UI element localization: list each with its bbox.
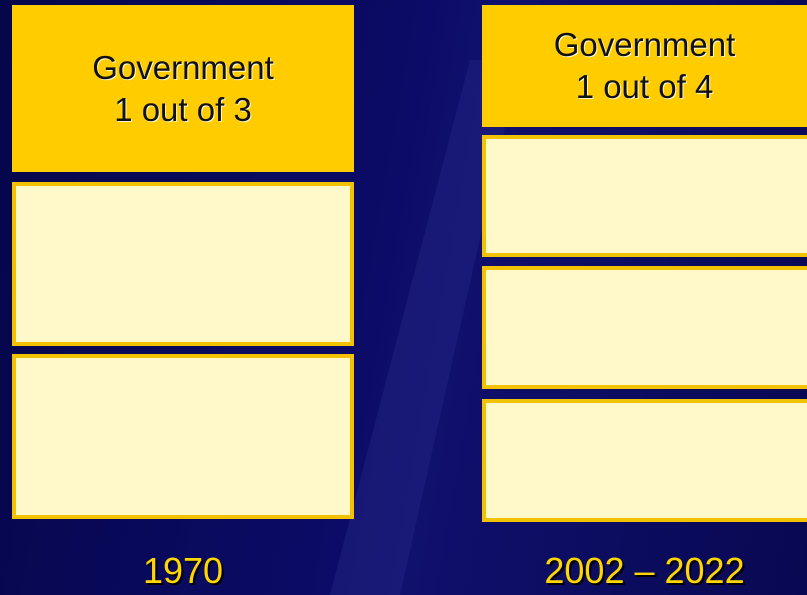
empty-box [12,354,354,519]
column-label: 2002 – 2022 [544,550,745,591]
header-line: 1 out of 3 [114,90,252,128]
header-line: 1 out of 4 [575,68,714,105]
empty-box [482,135,807,257]
header-line: Government [553,26,736,63]
empty-box [482,266,807,389]
column-label: 1970 [142,550,224,591]
header-line: Government [92,48,274,86]
light-stripe [330,60,520,595]
empty-box [482,399,807,522]
header-box: Government 1 out of 3 [12,5,354,172]
empty-box [12,182,354,346]
header-box: Government 1 out of 4 [482,5,807,127]
